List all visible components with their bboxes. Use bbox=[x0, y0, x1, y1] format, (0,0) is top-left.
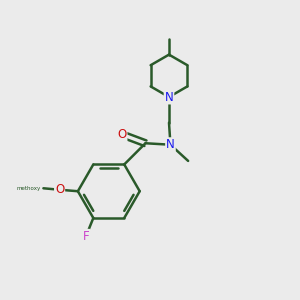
Text: O: O bbox=[55, 183, 64, 196]
Text: N: N bbox=[166, 138, 175, 151]
Text: methoxy: methoxy bbox=[17, 186, 41, 191]
Text: N: N bbox=[165, 91, 173, 103]
Text: O: O bbox=[117, 128, 127, 141]
Text: F: F bbox=[82, 230, 89, 243]
